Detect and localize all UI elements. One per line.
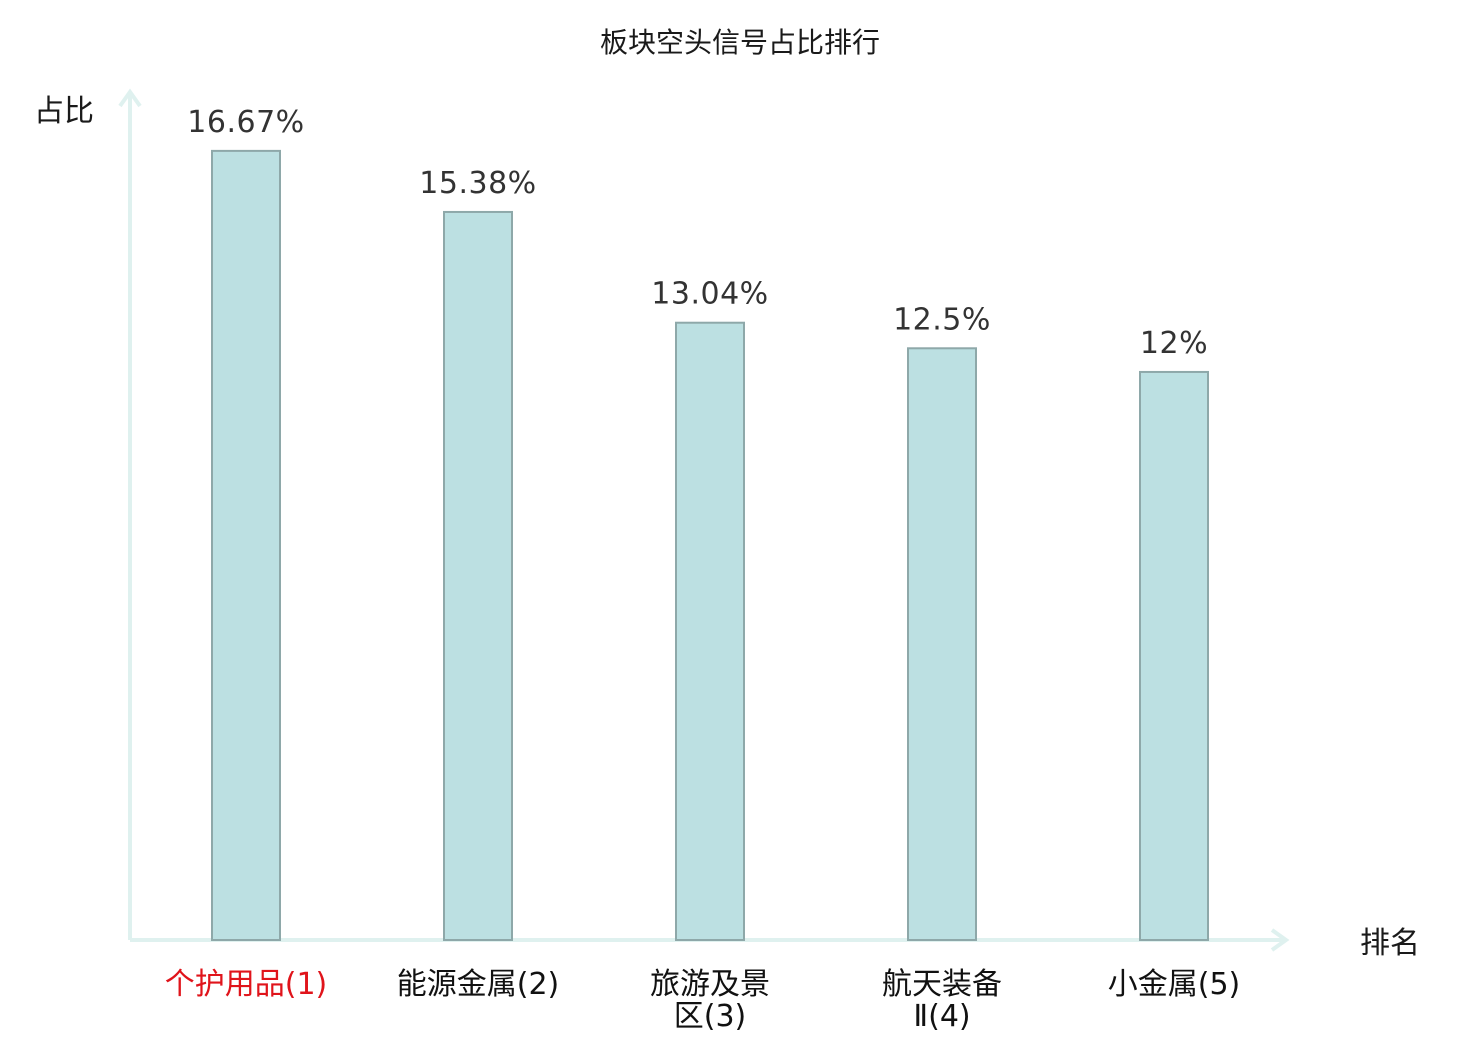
y-axis-title: 占比	[34, 94, 94, 129]
chart-title: 板块空头信号占比排行	[600, 26, 880, 59]
bar	[443, 210, 513, 942]
bar-value-label: 12.5%	[893, 302, 991, 337]
bar-value-label: 16.67%	[187, 105, 304, 140]
bar	[675, 321, 745, 941]
bar	[1139, 370, 1209, 942]
value-labels-group: 16.67% 15.38% 13.04% 12.5% 12%	[187, 105, 1208, 361]
bar-value-label: 15.38%	[419, 166, 536, 201]
bars-group	[211, 149, 1209, 942]
bar	[907, 347, 977, 942]
bar-value-label: 13.04%	[651, 277, 768, 312]
category-label: 小金属(5)	[1108, 967, 1241, 1002]
category-label: 能源金属(2)	[397, 967, 560, 1002]
x-axis-title: 排名	[1360, 926, 1420, 961]
bar-value-label: 12%	[1140, 326, 1208, 361]
category-labels-group: 个护用品(1) 能源金属(2) 旅游及景区(3) 航天装备 Ⅱ(4) 小金属(5)	[165, 967, 1241, 1034]
y-axis	[118, 88, 142, 940]
category-label: 旅游及景区(3)	[650, 967, 770, 1034]
category-label: 航天装备 Ⅱ(4)	[882, 967, 1002, 1034]
bar	[211, 149, 281, 941]
category-label: 个护用品(1)	[165, 967, 328, 1002]
